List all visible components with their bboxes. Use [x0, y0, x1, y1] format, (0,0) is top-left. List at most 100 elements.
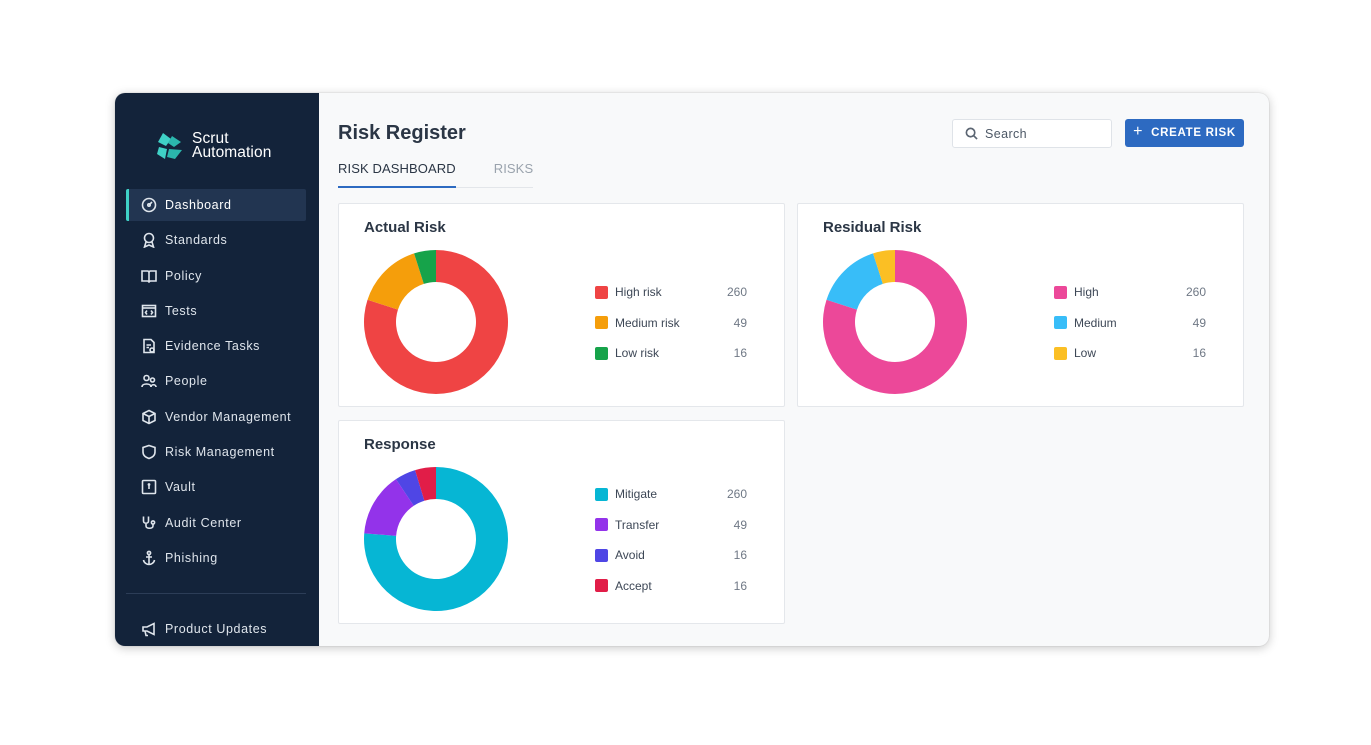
sidebar-item-label: People — [165, 374, 208, 389]
tab-risks[interactable]: RISKS — [493, 161, 534, 176]
donut-slice-high[interactable] — [823, 250, 967, 394]
megaphone-icon — [140, 620, 158, 638]
sidebar-item-label: Standards — [165, 233, 228, 248]
sidebar-item-label: Dashboard — [165, 198, 232, 212]
donut-slice-avoid[interactable] — [395, 470, 425, 506]
main-content: Risk Register + CREATE RISK RISK DASHBOA… — [319, 93, 1269, 646]
sidebar-item-tests[interactable]: Tests — [126, 295, 306, 327]
shield-icon — [140, 443, 158, 461]
legend-swatch — [595, 316, 608, 330]
brand-name-line1: Scrut — [192, 130, 229, 147]
legend-item: Low 16 — [1054, 338, 1206, 369]
sidebar-item-standards[interactable]: Standards — [126, 224, 306, 256]
cube-icon — [140, 408, 158, 426]
legend-value: 260 — [726, 285, 747, 300]
tab-risk-dashboard[interactable]: RISK DASHBOARD — [338, 161, 456, 188]
legend-label: Avoid — [615, 548, 645, 563]
sidebar-item-label: Vault — [165, 480, 196, 495]
search-input[interactable] — [985, 126, 1095, 141]
vault-icon — [140, 478, 158, 496]
scrut-logo-icon — [157, 133, 182, 159]
people-icon — [140, 372, 158, 390]
legend-label: Medium — [1074, 315, 1117, 330]
legend-value: 16 — [733, 346, 747, 361]
residual-risk-donut-chart — [823, 250, 967, 394]
page-title: Risk Register — [338, 122, 466, 144]
legend-label: Low — [1074, 346, 1097, 361]
donut-slice-low[interactable] — [873, 250, 895, 284]
sidebar-nav: Dashboard Standards Policy Tests Evidenc… — [126, 189, 306, 577]
sidebar-item-label: Tests — [165, 303, 198, 318]
legend-value: 49 — [733, 315, 747, 330]
dashboard-icon — [140, 196, 158, 214]
sidebar-item-label: Policy — [165, 268, 202, 283]
card-title: Response — [364, 436, 436, 453]
legend-label: Medium risk — [615, 315, 680, 330]
award-icon — [140, 231, 158, 249]
sidebar-item-product-updates[interactable]: Product Updates — [126, 613, 306, 645]
brand-logo[interactable]: Scrut Automation — [154, 130, 271, 162]
legend-value: 16 — [733, 548, 747, 563]
sidebar-item-label: Phishing — [165, 550, 218, 565]
legend-swatch — [1054, 285, 1067, 299]
create-risk-button[interactable]: + CREATE RISK — [1125, 119, 1244, 147]
sidebar-item-label: Product Updates — [165, 622, 268, 636]
legend-swatch — [595, 487, 608, 501]
book-icon — [140, 267, 158, 285]
legend-item: Transfer 49 — [595, 510, 747, 541]
legend-swatch — [1054, 346, 1067, 360]
legend-swatch — [1054, 316, 1067, 330]
tab-bar: RISK DASHBOARD RISKS — [338, 161, 534, 188]
actual-risk-card: Actual Risk High risk 260 Medium risk 49… — [338, 203, 785, 407]
legend-label: Transfer — [615, 517, 660, 532]
donut-slice-transfer[interactable] — [364, 479, 414, 536]
app-window: Scrut Automation Dashboard Standards Pol… — [115, 93, 1269, 646]
donut-slice-medium[interactable] — [826, 253, 883, 310]
legend-value: 260 — [726, 487, 747, 502]
legend-value: 16 — [1192, 346, 1206, 361]
sidebar-item-audit-center[interactable]: Audit Center — [126, 507, 306, 539]
create-risk-label: CREATE RISK — [1151, 127, 1236, 139]
legend-swatch — [595, 285, 608, 299]
legend-label: High — [1074, 285, 1099, 300]
sidebar-item-vendor-management[interactable]: Vendor Management — [126, 401, 306, 433]
legend-item: High 260 — [1054, 277, 1206, 308]
sidebar-item-vault[interactable]: Vault — [126, 471, 306, 503]
legend-swatch — [595, 548, 608, 562]
document-task-icon — [140, 337, 158, 355]
legend-value: 49 — [1192, 315, 1206, 330]
search-box[interactable] — [952, 119, 1112, 148]
donut-slice-accept[interactable] — [415, 467, 436, 501]
sidebar-item-evidence-tasks[interactable]: Evidence Tasks — [126, 330, 306, 362]
legend-item: Low risk 16 — [595, 338, 747, 369]
donut-slice-high-risk[interactable] — [364, 250, 508, 394]
legend-swatch — [595, 518, 608, 532]
sidebar-bottom: Product Updates — [126, 613, 306, 646]
donut-slice-mitigate[interactable] — [364, 467, 508, 611]
sidebar-item-risk-management[interactable]: Risk Management — [126, 436, 306, 468]
legend-label: Mitigate — [615, 487, 658, 502]
legend-value: 49 — [733, 517, 747, 532]
plus-icon: + — [1133, 123, 1144, 140]
sidebar-divider — [126, 593, 306, 594]
donut-slice-low-risk[interactable] — [414, 250, 436, 284]
sidebar-item-dashboard[interactable]: Dashboard — [126, 189, 306, 221]
sidebar: Scrut Automation Dashboard Standards Pol… — [115, 93, 319, 646]
sidebar-item-policy[interactable]: Policy — [126, 260, 306, 292]
response-donut-chart — [364, 467, 508, 611]
sidebar-item-label: Risk Management — [165, 445, 275, 460]
donut-slice-medium-risk[interactable] — [367, 253, 424, 310]
card-title: Actual Risk — [364, 219, 446, 236]
sidebar-item-phishing[interactable]: Phishing — [126, 542, 306, 574]
legend-value: 260 — [1185, 285, 1206, 300]
legend-label: Low risk — [615, 346, 660, 361]
search-icon — [965, 127, 978, 140]
legend-item: Medium risk 49 — [595, 308, 747, 339]
legend-item: Medium 49 — [1054, 308, 1206, 339]
legend-label: Accept — [615, 578, 652, 593]
sidebar-item-people[interactable]: People — [126, 365, 306, 397]
legend-value: 16 — [733, 578, 747, 593]
legend-label: High risk — [615, 285, 662, 300]
actual-risk-legend: High risk 260 Medium risk 49 Low risk 16 — [595, 277, 747, 369]
sidebar-item-label: Vendor Management — [165, 409, 292, 424]
